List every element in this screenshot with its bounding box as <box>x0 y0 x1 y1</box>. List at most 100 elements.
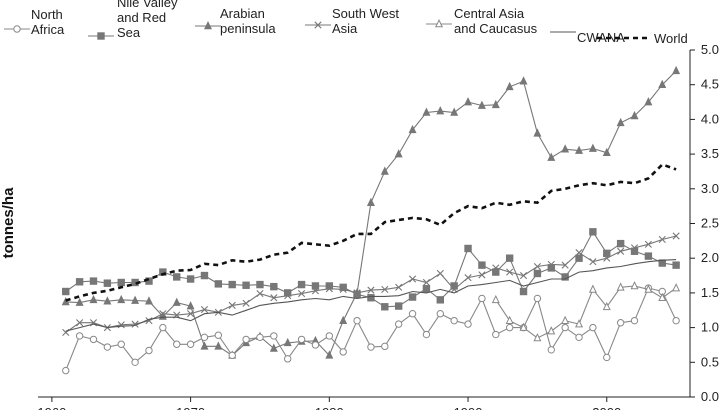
data-point <box>658 235 666 244</box>
data-point <box>478 271 486 279</box>
data-point <box>617 247 625 255</box>
data-point <box>89 335 98 344</box>
data-point <box>228 301 236 309</box>
data-point <box>381 303 389 311</box>
series-central-asia-and-caucasus <box>491 281 681 342</box>
data-point <box>297 290 306 298</box>
data-point <box>395 283 403 291</box>
data-point <box>575 319 584 328</box>
legend-label: Arabian peninsula <box>220 6 276 36</box>
data-point <box>380 166 389 175</box>
data-point <box>131 295 140 304</box>
data-point <box>256 290 264 298</box>
data-point <box>172 297 181 306</box>
data-point <box>339 283 347 292</box>
legend-item: Nile Valley and Red Sea <box>88 0 178 40</box>
series-line <box>65 70 677 357</box>
data-point <box>492 330 500 339</box>
data-point <box>325 332 334 340</box>
data-point <box>353 290 361 298</box>
data-point <box>547 346 555 354</box>
data-point <box>186 340 195 348</box>
data-point <box>422 330 431 339</box>
data-point <box>644 252 653 260</box>
legend-label: North Africa <box>31 7 65 37</box>
data-point <box>284 292 292 300</box>
data-point <box>478 294 486 303</box>
data-point <box>505 315 514 324</box>
x-tick-label: 1980 <box>315 405 344 410</box>
data-point <box>200 271 209 280</box>
data-point <box>242 299 250 307</box>
legend-label: Central Asia and Caucasus <box>454 6 538 36</box>
data-point <box>658 292 667 302</box>
data-point <box>672 261 680 269</box>
legend-label: Nile Valley and Red Sea <box>117 0 178 40</box>
data-point <box>547 326 556 335</box>
data-point <box>381 285 389 294</box>
data-point <box>588 143 597 152</box>
data-point <box>561 144 570 153</box>
data-point <box>242 281 250 289</box>
data-point <box>575 249 583 257</box>
data-point <box>366 197 375 206</box>
y-tick-label: 2.0 <box>701 250 719 265</box>
data-point <box>603 254 611 262</box>
data-point <box>214 341 223 350</box>
data-point <box>200 333 209 342</box>
y-tick-label: 4.5 <box>701 77 719 92</box>
series-cwana <box>65 259 677 332</box>
data-point <box>117 294 126 304</box>
data-point <box>616 319 625 327</box>
series-nile-valley-and-red-sea <box>62 228 680 311</box>
data-point <box>103 279 112 287</box>
data-point <box>533 128 542 137</box>
legend-item: Arabian peninsula <box>195 6 276 36</box>
data-point <box>478 261 486 269</box>
series-world <box>65 163 677 302</box>
data-point <box>519 76 528 85</box>
data-point <box>145 346 153 355</box>
legend-item: Central Asia and Caucasus <box>426 6 538 36</box>
data-point <box>505 81 514 91</box>
data-point <box>422 285 431 293</box>
data-point <box>297 280 306 289</box>
data-point <box>353 289 361 297</box>
data-point <box>214 331 223 339</box>
data-point <box>228 280 236 289</box>
series-north-africa <box>62 284 680 375</box>
data-point <box>89 277 98 285</box>
data-point <box>575 333 583 342</box>
data-point <box>464 244 472 253</box>
data-point <box>131 358 139 366</box>
series-line <box>65 259 677 332</box>
data-point <box>311 341 320 349</box>
data-point <box>367 294 375 302</box>
data-point <box>519 271 528 280</box>
data-point <box>187 310 195 318</box>
legend: North Africa Nile Valley and Red Sea Arabian p… <box>4 0 688 46</box>
legend-marker <box>13 25 21 33</box>
x-tick-label: 1990 <box>454 405 483 410</box>
data-point <box>505 323 514 332</box>
data-point <box>658 79 667 88</box>
data-point <box>575 254 583 262</box>
data-point <box>506 268 514 276</box>
data-point <box>630 281 639 290</box>
data-point <box>131 320 139 328</box>
legend-item: World <box>597 31 688 46</box>
data-point <box>311 287 320 295</box>
data-point <box>491 99 500 109</box>
data-point <box>589 228 597 236</box>
data-point <box>144 296 153 305</box>
data-point <box>450 107 459 116</box>
data-point <box>422 107 431 116</box>
data-point <box>477 100 486 109</box>
data-point <box>408 293 417 301</box>
data-point <box>492 264 500 272</box>
data-point <box>547 152 556 161</box>
data-point <box>436 310 444 318</box>
data-point <box>270 294 278 302</box>
data-point <box>575 145 584 154</box>
data-point <box>603 353 611 362</box>
